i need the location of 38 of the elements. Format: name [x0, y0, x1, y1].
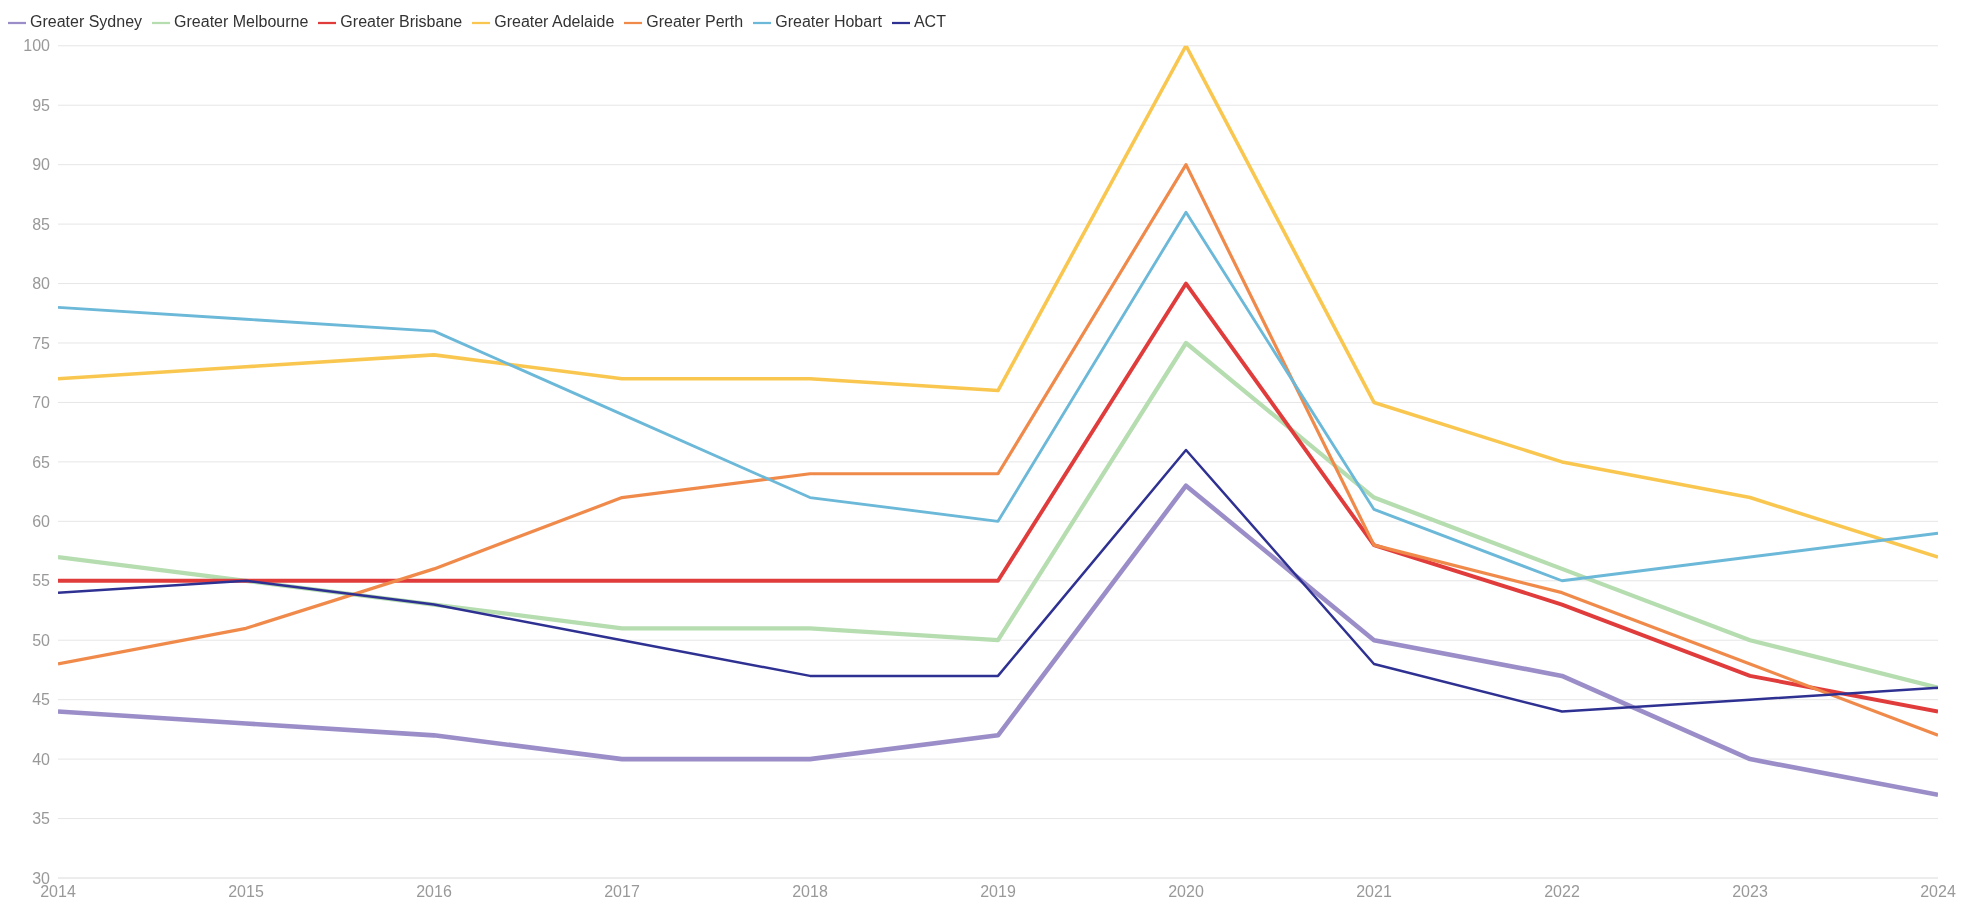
legend-label: Greater Perth: [646, 13, 744, 30]
line-series: [58, 281, 1938, 714]
line-series: [58, 163, 1938, 737]
y-tick-label: 65: [32, 453, 51, 471]
x-tick-label: 2021: [1356, 883, 1392, 901]
y-tick-label: 100: [23, 37, 51, 55]
y-tick-label: 55: [32, 572, 51, 590]
legend-label: Greater Melbourne: [174, 13, 309, 30]
line-series: [58, 483, 1938, 798]
y-tick-label: 85: [32, 215, 51, 233]
x-tick-label: 2020: [1168, 883, 1204, 901]
y-tick-label: 80: [32, 275, 51, 293]
y-tick-label: 50: [32, 631, 51, 649]
x-tick-label: 2019: [980, 883, 1016, 901]
y-tick-label: 75: [32, 334, 51, 352]
y-tick-label: 40: [32, 750, 51, 768]
line-series: [58, 45, 1938, 559]
x-tick-label: 2023: [1732, 883, 1768, 901]
x-tick-label: 2017: [604, 883, 640, 901]
legend-label: Greater Hobart: [775, 13, 882, 30]
x-tick-label: 2024: [1920, 883, 1956, 901]
legend-label: Greater Brisbane: [340, 13, 463, 30]
line-series: [58, 448, 1938, 713]
y-tick-label: 60: [32, 513, 51, 531]
x-tick-label: 2015: [228, 883, 264, 901]
x-tick-label: 2018: [792, 883, 828, 901]
y-tick-label: 90: [32, 156, 51, 174]
legend-label: Greater Adelaide: [494, 13, 615, 30]
legend-label: Greater Sydney: [30, 13, 143, 30]
y-tick-label: 70: [32, 394, 51, 412]
legend-label: ACT: [913, 13, 946, 30]
x-tick-label: 2022: [1544, 883, 1580, 901]
x-tick-label: 2016: [416, 883, 452, 901]
y-tick-label: 95: [32, 96, 51, 114]
y-tick-label: 35: [32, 810, 51, 828]
line-series: [58, 210, 1938, 583]
x-tick-label: 2014: [40, 883, 76, 901]
y-tick-label: 45: [32, 691, 51, 709]
